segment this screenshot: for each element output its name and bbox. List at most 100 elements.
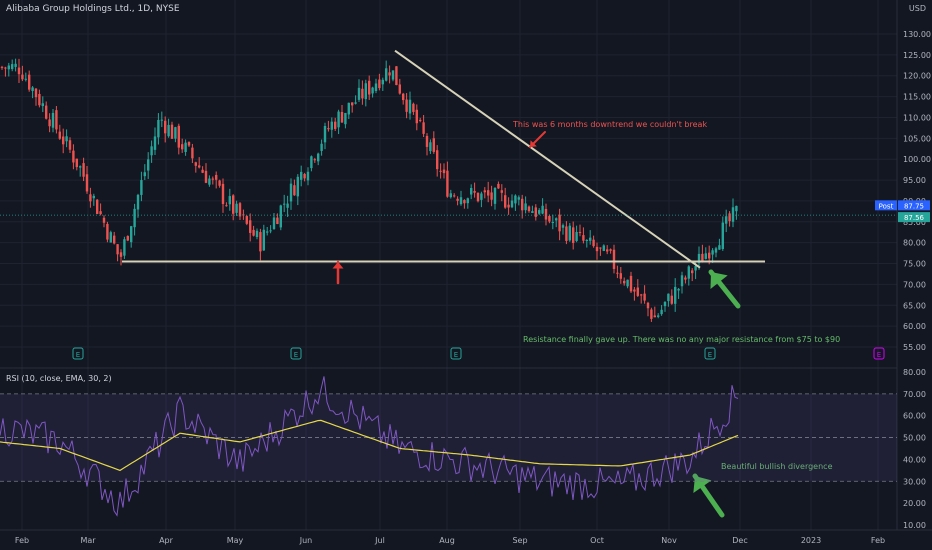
candle-body	[174, 127, 177, 139]
candle-body	[334, 121, 337, 129]
candle-body	[351, 102, 354, 106]
candle-body	[663, 301, 667, 307]
candle-body	[344, 112, 347, 125]
candle-body	[75, 158, 78, 168]
earnings-marker-icon[interactable]	[873, 347, 885, 360]
candle-body	[643, 293, 646, 301]
candle-body	[589, 237, 592, 241]
earnings-marker-icon[interactable]	[290, 347, 302, 360]
candle-body	[276, 217, 279, 225]
candle-body	[306, 171, 310, 181]
candle-body	[493, 187, 497, 204]
candle-body	[623, 280, 626, 284]
candle-body	[238, 203, 242, 217]
candle-body	[694, 266, 697, 271]
candle-body	[483, 190, 486, 193]
candle-body	[283, 203, 286, 205]
red-up-arrow-head[interactable]	[332, 262, 344, 269]
red-down-arrow-head[interactable]	[530, 140, 537, 147]
candle-body	[357, 87, 361, 100]
candle-body	[259, 232, 262, 252]
candle-body	[555, 218, 558, 221]
drawings[interactable]: This was 6 months downtrend we couldn't …	[122, 49, 840, 518]
candle-body	[41, 103, 44, 107]
rsi-tick-label: 30.00	[903, 477, 926, 486]
price-tick-label: 95.00	[903, 176, 926, 185]
candle-body	[680, 275, 684, 287]
earnings-marker-icon[interactable]	[704, 347, 716, 360]
candle-body	[626, 279, 629, 287]
candle-body	[225, 205, 228, 207]
candle-body	[208, 178, 211, 185]
candle-body	[119, 252, 123, 257]
candle-body	[507, 204, 510, 208]
candle-body	[184, 142, 187, 153]
candle-body	[551, 222, 554, 224]
candle-body	[419, 119, 422, 121]
candle-body	[653, 315, 656, 318]
earnings-marker-label: E	[708, 351, 712, 359]
candle-body	[667, 293, 670, 302]
candle-body	[235, 203, 238, 213]
earnings-marker-icon[interactable]	[72, 347, 84, 360]
candle-body	[395, 66, 398, 86]
candle-body	[109, 232, 112, 243]
candle-body	[660, 309, 663, 315]
candle-body	[422, 122, 425, 134]
earnings-marker-icon[interactable]	[450, 347, 462, 360]
candle-body	[616, 272, 619, 274]
candle-body	[476, 192, 480, 202]
candle-body	[300, 171, 303, 180]
candle-body	[415, 109, 418, 124]
candle-body	[249, 220, 252, 233]
candle-body	[136, 194, 140, 210]
symbol-title[interactable]: Alibaba Group Holdings Ltd., 1D, NYSE	[6, 4, 180, 14]
candle-body	[153, 136, 157, 150]
green-arrow-rsi-head[interactable]	[693, 476, 712, 493]
time-tick-label: Apr	[159, 536, 174, 545]
candle-body	[24, 78, 27, 80]
candle-body	[548, 215, 551, 222]
candle-body	[405, 99, 408, 112]
candle-body	[62, 136, 65, 145]
candle-body	[266, 231, 269, 233]
candle-body	[585, 240, 588, 242]
candle-body	[364, 83, 367, 100]
candle-body	[612, 249, 616, 269]
candle-body	[391, 70, 395, 80]
candle-body	[449, 193, 452, 198]
candle-body	[670, 295, 673, 304]
candle-body	[385, 68, 388, 81]
candle-body	[565, 226, 568, 241]
post-price-badge	[898, 200, 930, 211]
downtrend-line[interactable]	[394, 49, 701, 269]
candle-body	[279, 205, 282, 228]
rsi-indicator-title[interactable]: RSI (10, close, EMA, 30, 2)	[6, 374, 112, 383]
candle-body	[211, 178, 214, 180]
candle-body	[160, 119, 163, 121]
candle-body	[599, 247, 602, 249]
candle-body	[731, 207, 735, 222]
candle-body	[398, 84, 401, 94]
candle-body	[99, 211, 102, 215]
candle-body	[657, 315, 660, 317]
candle-body	[123, 239, 126, 256]
candle-body	[646, 302, 650, 309]
candle-body	[470, 188, 473, 195]
candle-body	[459, 197, 463, 205]
green-arrow-price-head[interactable]	[710, 272, 728, 290]
candle-body	[289, 183, 293, 202]
candle-body	[714, 248, 718, 253]
candle-body	[728, 213, 731, 222]
candle-body	[602, 245, 605, 251]
candle-body	[82, 163, 85, 177]
price-tick-label: 80.00	[903, 239, 926, 248]
candle-body	[429, 142, 432, 152]
candle-body	[436, 150, 439, 170]
candle-body	[204, 170, 208, 183]
candle-body	[466, 198, 469, 204]
earnings-marker-label: E	[294, 351, 298, 359]
candle-body	[157, 119, 160, 138]
